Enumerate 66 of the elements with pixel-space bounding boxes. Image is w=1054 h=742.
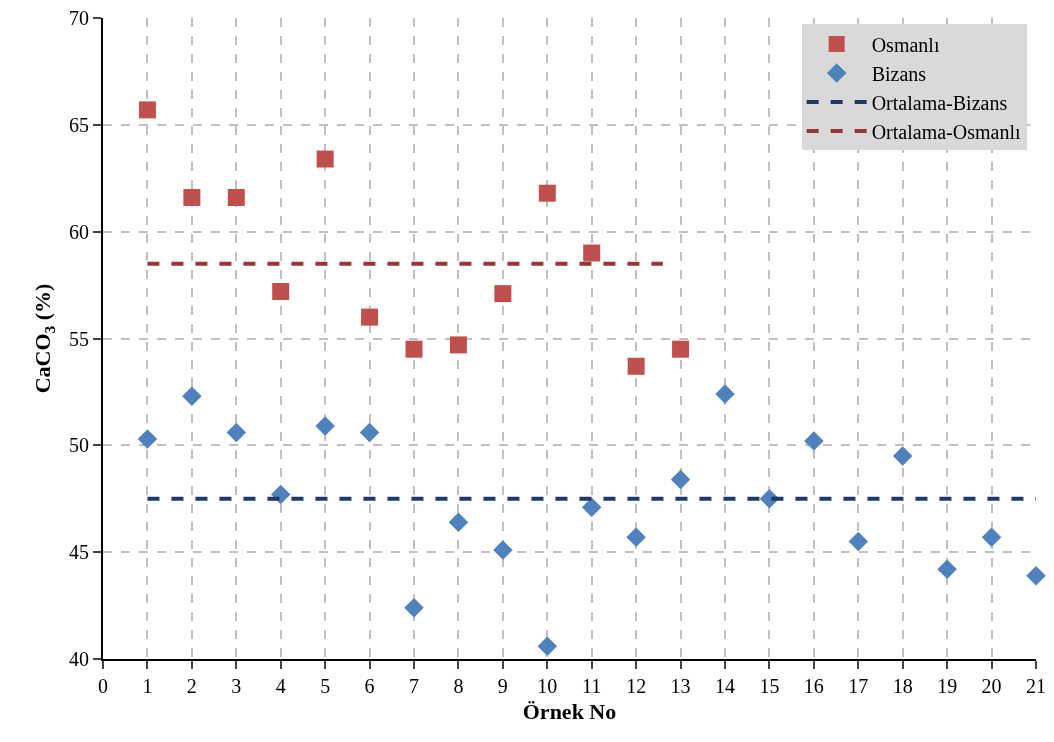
x-tick-label: 21 (1026, 675, 1046, 697)
x-tick-label: 3 (231, 675, 242, 697)
y-tick-label: 65 (69, 113, 89, 136)
point (404, 597, 424, 618)
x-tick-label: 17 (848, 675, 869, 697)
point (981, 527, 1002, 547)
legend-label: Ortalama-Osmanlı (871, 120, 1021, 143)
x-axis-title: Örnek No (522, 699, 617, 725)
x-tick-label: 20 (981, 675, 1002, 697)
point (715, 384, 735, 404)
x-tick-label: 7 (409, 675, 419, 697)
point (449, 336, 467, 354)
x-tick-label: 0 (98, 675, 108, 697)
x-tick-label: 9 (497, 675, 508, 697)
x-tick-label: 2 (186, 675, 197, 697)
x-tick-label: 18 (892, 675, 913, 697)
point (1026, 565, 1046, 586)
x-tick-label: 1 (142, 675, 153, 697)
x-tick-label: 13 (670, 675, 691, 697)
y-tick-label: 70 (69, 7, 89, 29)
point (627, 357, 645, 375)
point (316, 150, 334, 168)
point (848, 531, 869, 552)
point (804, 431, 824, 451)
point (226, 422, 247, 443)
point (227, 188, 245, 206)
point (581, 497, 602, 518)
x-tick-label: 10 (537, 675, 558, 697)
point (537, 636, 558, 656)
point (538, 184, 556, 202)
point (672, 340, 690, 358)
x-tick-label: 6 (364, 675, 375, 697)
y-tick-label: 60 (69, 220, 89, 243)
x-tick-label: 14 (715, 675, 735, 697)
y-tick-label: 50 (69, 434, 89, 457)
point (892, 446, 913, 466)
point (583, 244, 601, 262)
y-tick-label: 45 (69, 541, 89, 564)
point (272, 282, 290, 300)
legend-label: Ortalama-Bizans (871, 91, 1008, 114)
legend-label: Bizans (871, 62, 927, 85)
x-tick-label: 16 (803, 675, 824, 697)
x-tick-label: 5 (320, 675, 331, 697)
point (670, 469, 691, 490)
point (183, 188, 201, 206)
legend-label: Osmanlı (871, 33, 940, 56)
point (138, 101, 156, 119)
x-tick-label: 11 (582, 675, 602, 697)
x-tick-label: 15 (759, 675, 780, 697)
point (182, 386, 202, 406)
y-tick-label: 55 (69, 327, 89, 350)
point (315, 416, 335, 436)
point (448, 512, 469, 532)
x-tick-label: 4 (275, 675, 286, 697)
point (493, 540, 513, 560)
x-tick-label: 12 (626, 675, 647, 697)
x-tick-label: 8 (453, 675, 464, 697)
y-tick-label: 40 (69, 648, 89, 670)
point (361, 308, 379, 326)
point (137, 429, 158, 449)
point (359, 422, 380, 443)
point (494, 285, 512, 303)
point (626, 527, 646, 547)
x-tick-label: 19 (937, 675, 958, 697)
point (405, 340, 423, 358)
point (937, 559, 957, 580)
